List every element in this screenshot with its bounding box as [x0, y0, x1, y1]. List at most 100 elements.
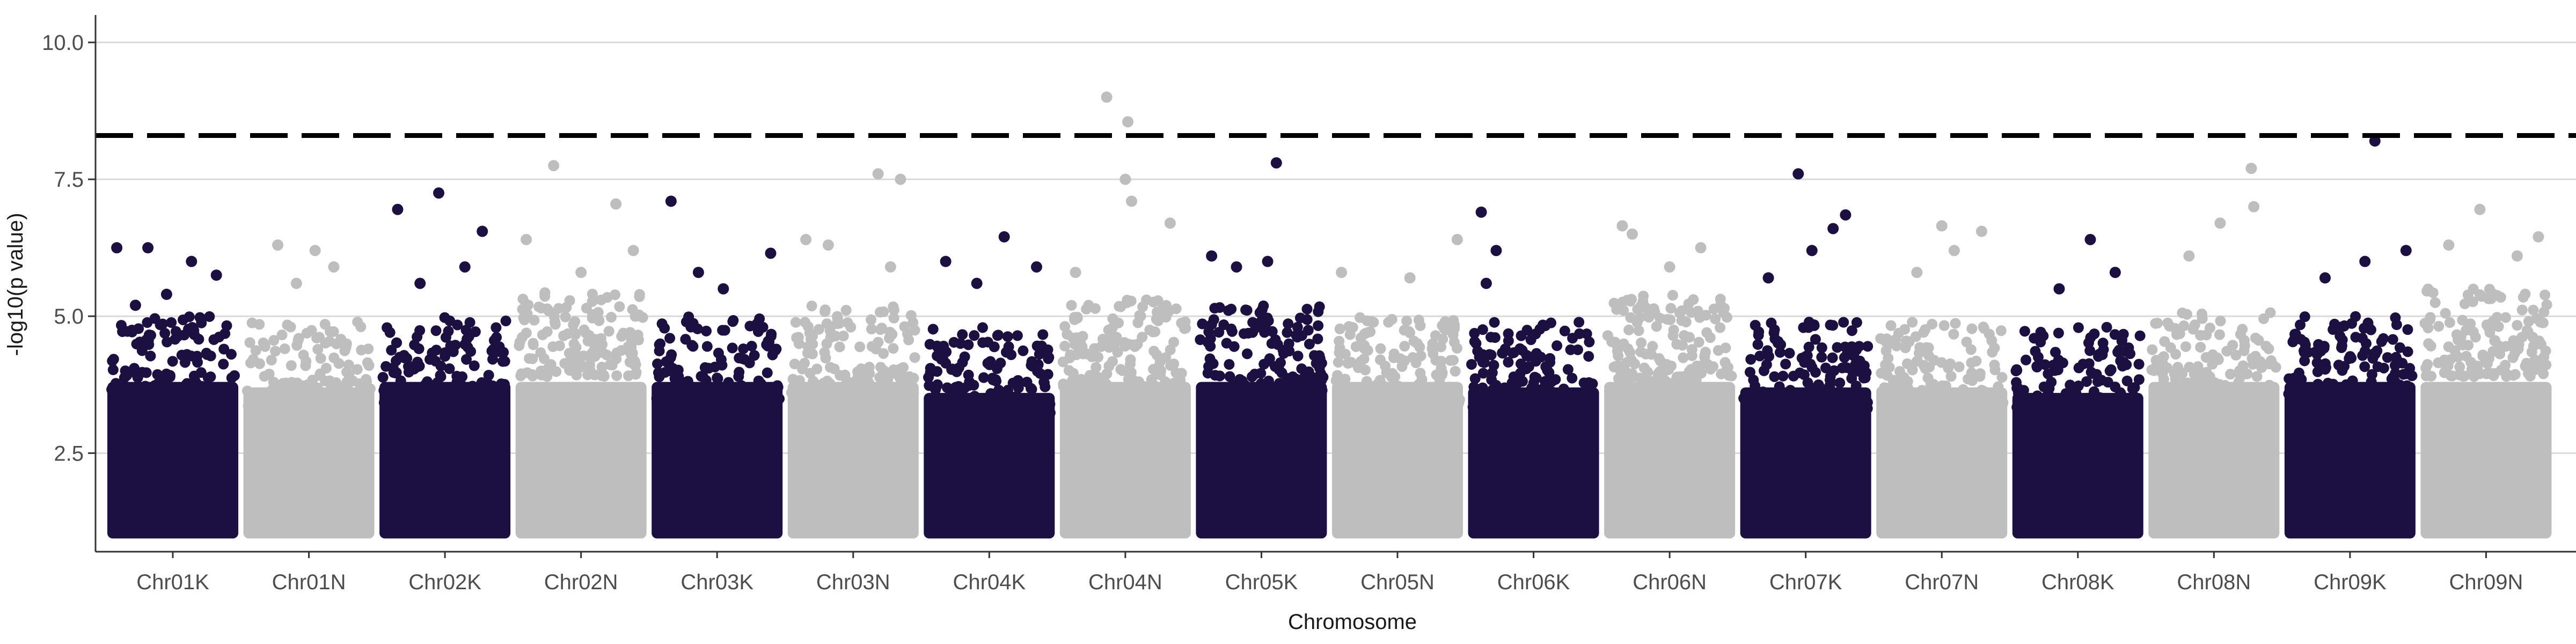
peak-point: [2369, 135, 2381, 147]
data-point: [1543, 367, 1555, 378]
data-point: [254, 358, 265, 369]
peak-point: [2511, 250, 2523, 262]
data-point: [1247, 371, 1258, 382]
data-point: [2334, 331, 2346, 342]
data-point: [1241, 348, 1253, 360]
data-point: [425, 354, 436, 365]
data-point: [2265, 355, 2277, 366]
data-point: [167, 356, 178, 367]
data-point: [550, 319, 561, 330]
data-point: [2088, 386, 2099, 397]
data-point: [1399, 341, 1410, 352]
peak-point: [1451, 233, 1463, 245]
data-point: [2468, 283, 2479, 295]
data-point: [1002, 331, 1013, 342]
peak-point: [1070, 267, 1081, 279]
data-point: [1672, 376, 1684, 387]
data-point: [1578, 377, 1590, 389]
data-point: [723, 377, 734, 388]
data-point: [1361, 376, 1372, 387]
data-point: [878, 306, 889, 317]
data-point: [819, 306, 831, 317]
data-point: [2421, 286, 2433, 297]
data-point: [935, 393, 946, 405]
data-point: [1091, 362, 1102, 373]
data-point: [2201, 367, 2212, 378]
data-point: [1741, 390, 1752, 401]
data-point: [2032, 390, 2043, 401]
data-point: [2134, 330, 2146, 341]
data-point: [655, 338, 666, 349]
data-point: [2423, 338, 2434, 349]
data-point: [1355, 356, 1366, 367]
peak-point: [665, 195, 677, 207]
data-point: [1929, 355, 1940, 366]
data-point: [893, 370, 904, 382]
x-tick-label: Chr05N: [1360, 570, 1435, 594]
data-point: [1514, 368, 1526, 379]
peak-point: [1122, 116, 1134, 128]
data-point: [250, 400, 261, 411]
data-point: [1206, 319, 1217, 330]
data-point: [1938, 320, 1950, 331]
data-point: [107, 364, 119, 376]
data-point: [1810, 334, 1821, 345]
data-point: [733, 371, 744, 382]
data-point: [1846, 325, 1857, 336]
data-point: [300, 360, 311, 371]
y-tick-label: 2.5: [54, 442, 84, 465]
data-point: [2250, 350, 2261, 362]
peak-point: [1616, 220, 1628, 232]
data-point: [1384, 396, 1395, 407]
data-point: [2077, 358, 2089, 370]
data-point: [1615, 376, 1627, 387]
data-point: [125, 384, 136, 396]
data-point: [664, 333, 676, 344]
data-point: [352, 316, 363, 327]
data-point: [2038, 381, 2050, 392]
data-point: [1859, 392, 1870, 404]
data-point: [654, 371, 665, 383]
data-point: [1197, 318, 1208, 330]
data-point: [564, 347, 575, 358]
data-point: [1581, 328, 1592, 340]
data-point: [2489, 368, 2500, 379]
peak-point: [2084, 233, 2096, 245]
data-point: [2439, 367, 2450, 378]
data-point: [2398, 382, 2410, 393]
data-point: [905, 310, 917, 321]
data-point: [1427, 395, 1438, 406]
data-point: [2102, 377, 2113, 388]
data-point: [734, 353, 745, 364]
peak-point: [1792, 168, 1804, 180]
peak-point: [2474, 203, 2486, 215]
data-point: [352, 364, 363, 375]
data-point: [306, 325, 317, 336]
data-point: [267, 384, 278, 395]
data-point: [2174, 365, 2185, 377]
data-point: [2083, 337, 2094, 348]
data-point: [1151, 349, 1162, 361]
data-point: [1272, 385, 1283, 397]
data-point: [1979, 386, 1990, 397]
data-point: [2195, 341, 2206, 353]
data-point: [1966, 323, 1978, 334]
data-point: [1410, 398, 1421, 409]
data-point: [1135, 310, 1146, 321]
peak-point: [610, 198, 622, 210]
data-point: [386, 398, 398, 409]
data-point: [1533, 384, 1544, 396]
data-point: [1466, 358, 1477, 370]
data-point: [1950, 387, 1961, 399]
data-point: [2402, 346, 2413, 357]
data-point: [413, 343, 425, 354]
data-point: [491, 332, 502, 343]
data-point: [2197, 313, 2208, 324]
data-point: [1299, 386, 1310, 398]
data-point: [1415, 350, 1426, 362]
data-point: [2129, 392, 2141, 403]
data-point: [176, 396, 187, 407]
peak-point: [272, 239, 284, 251]
data-point: [2295, 319, 2306, 331]
data-point: [1036, 346, 1048, 357]
